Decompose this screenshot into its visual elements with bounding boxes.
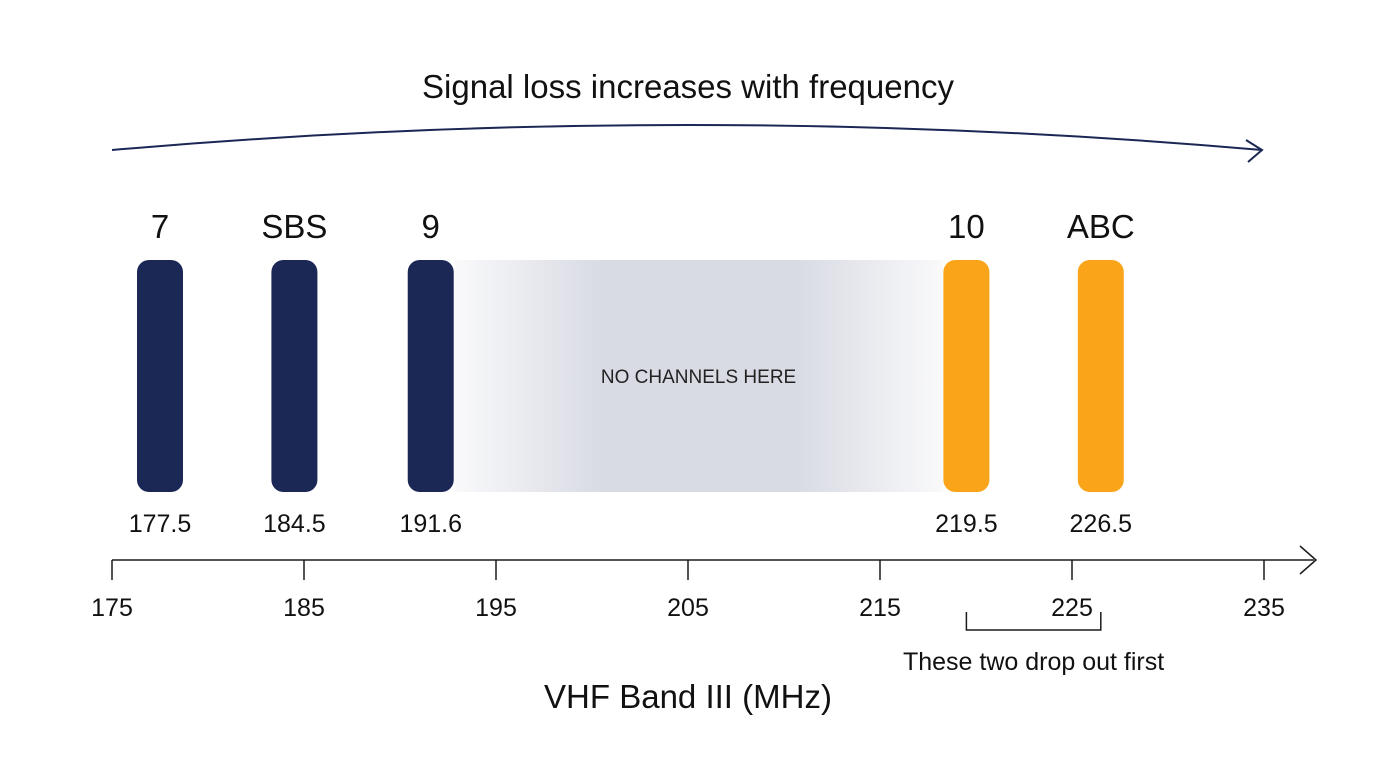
channel-2: 9 191.6 xyxy=(399,208,462,538)
axis-tick-label: 185 xyxy=(283,594,325,622)
channel-name-label: 7 xyxy=(151,208,169,245)
channel-bar xyxy=(137,260,183,492)
channel-name-label: SBS xyxy=(261,208,327,245)
no-channels-region xyxy=(453,260,944,492)
axis-tick-label: 175 xyxy=(91,594,133,622)
no-channels-label: NO CHANNELS HERE xyxy=(601,367,796,388)
channel-1: SBS 184.5 xyxy=(261,208,327,538)
channel-name-label: 10 xyxy=(948,208,985,245)
frequency-axis: 175 185 195 205 215 225 235 xyxy=(91,545,1318,622)
drop-out-label: These two drop out first xyxy=(903,648,1164,676)
axis-tick-label: 205 xyxy=(667,594,709,622)
x-axis-label: VHF Band III (MHz) xyxy=(544,678,832,715)
channel-frequency-label: 177.5 xyxy=(129,510,192,538)
channel-frequency-label: 219.5 xyxy=(935,510,998,538)
channel-frequency-label: 184.5 xyxy=(263,510,326,538)
channel-frequency-label: 191.6 xyxy=(399,510,462,538)
axis-tick-label: 195 xyxy=(475,594,517,622)
drop-out-bracket xyxy=(965,612,1102,631)
channel-0: 7 177.5 xyxy=(129,208,192,538)
channel-3: 10 219.5 xyxy=(935,208,998,538)
channel-bar xyxy=(407,260,454,492)
diagram-title: Signal loss increases with frequency xyxy=(422,68,954,105)
channel-bar xyxy=(271,260,318,492)
axis-tick-label: 225 xyxy=(1051,594,1093,622)
channel-name-label: ABC xyxy=(1067,208,1135,245)
axis-tick-label: 235 xyxy=(1243,594,1285,622)
signal-loss-arrow xyxy=(111,124,1263,151)
channel-4: ABC 226.5 xyxy=(1067,208,1135,538)
axis-tick-label: 215 xyxy=(859,594,901,622)
channel-bar xyxy=(943,260,990,492)
axis-arrowhead xyxy=(1299,545,1318,575)
channel-bar xyxy=(1077,260,1124,492)
signal-loss-arrowhead xyxy=(1245,139,1264,163)
channel-name-label: 9 xyxy=(422,208,440,245)
channel-frequency-label: 226.5 xyxy=(1070,510,1133,538)
